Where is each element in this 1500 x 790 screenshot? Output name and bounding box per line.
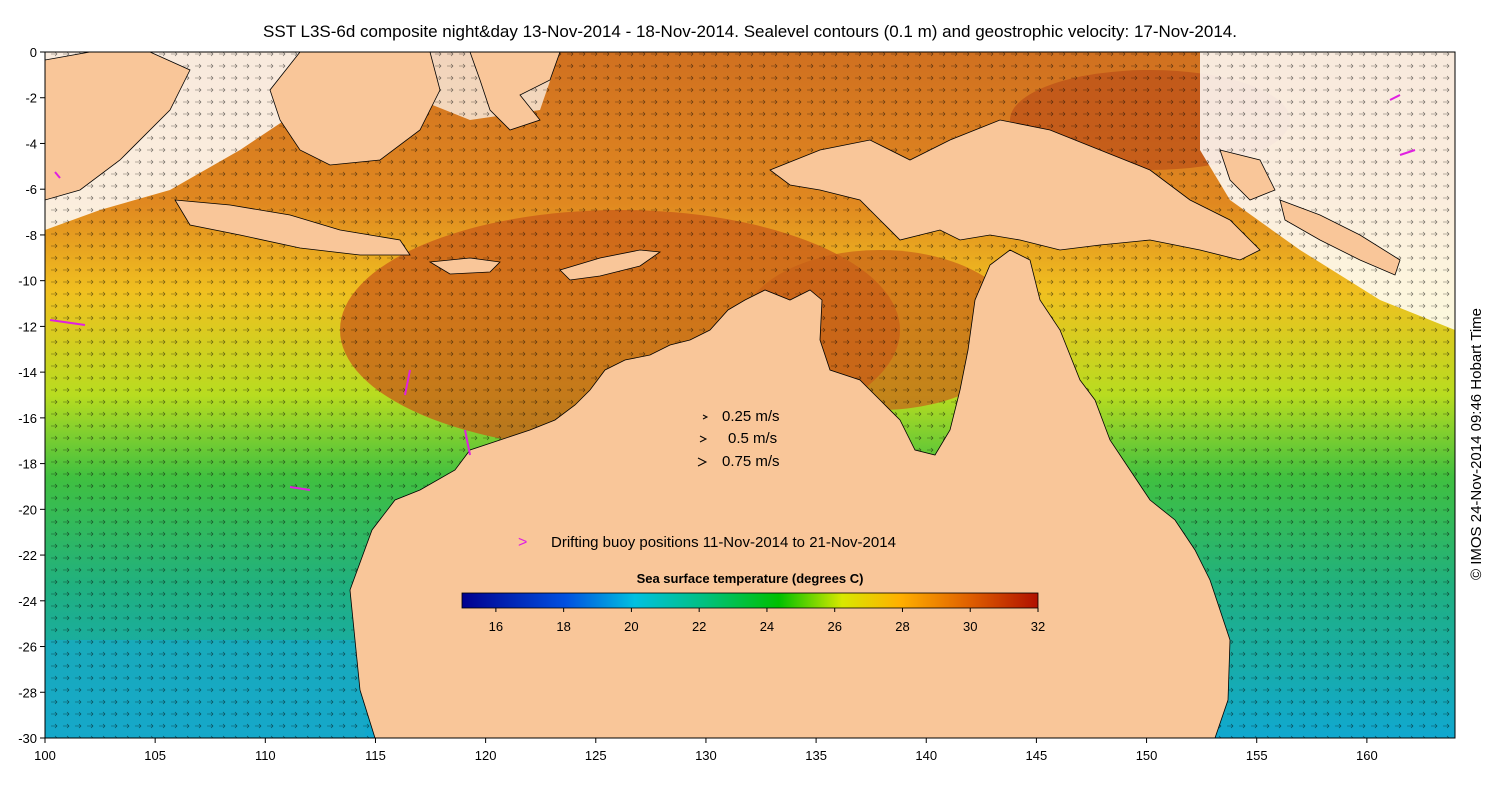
velocity-legend: 0.25 m/s 0.5 m/s 0.75 m/s	[697, 408, 780, 470]
imos-credit: © IMOS 24-Nov-2014 09:46 Hobart Time	[1468, 307, 1485, 580]
map-plot	[45, 52, 1455, 738]
x-tick-label: 125	[585, 748, 607, 763]
y-tick-label: -14	[18, 365, 37, 380]
x-tick-label: 110	[255, 748, 276, 763]
land-timor	[559, 249, 662, 281]
y-tick-label: -24	[18, 594, 37, 609]
land-borneo	[269, 52, 441, 166]
colorbar-tick-label: 32	[1031, 619, 1045, 634]
land-sunda-islands	[428, 257, 501, 275]
velocity-arrow-0.75	[697, 457, 708, 467]
map-title: SST L3S-6d composite night&day 13-Nov-20…	[263, 22, 1237, 41]
x-tick-label: 130	[695, 748, 717, 763]
y-tick-label: -30	[18, 731, 37, 746]
velocity-legend-label: 0.5 m/s	[728, 430, 777, 447]
colorbar-tick-label: 30	[963, 619, 977, 634]
x-tick-label: 150	[1136, 748, 1158, 763]
buoy-track	[1389, 94, 1401, 101]
y-tick-label: 0	[30, 45, 37, 60]
land-sumatra	[45, 52, 191, 201]
map-axes: 100 105 110 115 120 125 130 135 140 145 150 155 1600…	[18, 45, 1378, 763]
colorbar-tick-label: 18	[556, 619, 570, 634]
buoy-marker-icon: >	[518, 534, 527, 551]
land-java	[174, 199, 411, 256]
x-tick-label: 140	[915, 748, 937, 763]
y-tick-label: -4	[25, 136, 37, 151]
y-tick-label: -20	[18, 502, 37, 517]
y-tick-label: -16	[18, 411, 37, 426]
y-tick-label: -6	[25, 182, 37, 197]
colorbar-tick-label: 24	[760, 619, 774, 634]
velocity-arrow-0.5	[699, 435, 708, 443]
x-tick-label: 145	[1026, 748, 1048, 763]
colorbar-tick-label: 28	[895, 619, 909, 634]
y-tick-label: -2	[25, 91, 37, 106]
buoy-track	[49, 319, 86, 326]
land-solomon-islands	[1279, 199, 1401, 276]
buoy-legend: > Drifting buoy positions 11-Nov-2014 to…	[518, 534, 896, 551]
colorbar-tick-label: 22	[692, 619, 706, 634]
y-tick-label: -28	[18, 685, 37, 700]
land-new-guinea	[769, 119, 1261, 261]
x-tick-label: 120	[475, 748, 497, 763]
land-australia	[349, 249, 1231, 738]
y-tick-label: -18	[18, 457, 37, 472]
buoy-track	[464, 429, 471, 456]
buoy-legend-label: Drifting buoy positions 11-Nov-2014 to 2…	[551, 534, 896, 551]
colorbar-tick-label: 26	[827, 619, 841, 634]
y-tick-label: -22	[18, 548, 37, 563]
x-tick-label: 160	[1356, 748, 1378, 763]
x-tick-label: 115	[365, 748, 386, 763]
y-tick-label: -8	[25, 228, 37, 243]
x-tick-label: 155	[1246, 748, 1268, 763]
land-new-britain	[1219, 149, 1276, 201]
sst-colorbar: Sea surface temperature (degrees C) 16 18…	[461, 571, 1045, 634]
y-tick-label: -26	[18, 640, 37, 655]
plot-frame	[44, 51, 1456, 739]
buoy-track	[54, 171, 61, 179]
buoy-tracks	[49, 94, 1416, 491]
colorbar-tick-label: 20	[624, 619, 638, 634]
colorbar-gradient	[461, 592, 1039, 609]
x-tick-label: 135	[805, 748, 827, 763]
y-tick-label: -12	[18, 319, 37, 334]
colorbar-tick-label: 16	[489, 619, 503, 634]
x-tick-label: 105	[144, 748, 166, 763]
velocity-arrow-0.25	[702, 414, 709, 420]
buoy-track	[1399, 149, 1416, 156]
x-tick-label: 100	[34, 748, 56, 763]
buoy-track	[289, 486, 311, 491]
velocity-legend-label: 0.25 m/s	[722, 408, 780, 425]
colorbar-label: Sea surface temperature (degrees C)	[637, 571, 864, 586]
velocity-legend-label: 0.75 m/s	[722, 453, 780, 470]
y-tick-label: -10	[18, 274, 37, 289]
land-sulawesi	[469, 52, 561, 131]
colorbar-ticks: 16 18 20 22 24 26 28 30 32	[489, 608, 1045, 634]
buoy-track	[404, 369, 411, 396]
